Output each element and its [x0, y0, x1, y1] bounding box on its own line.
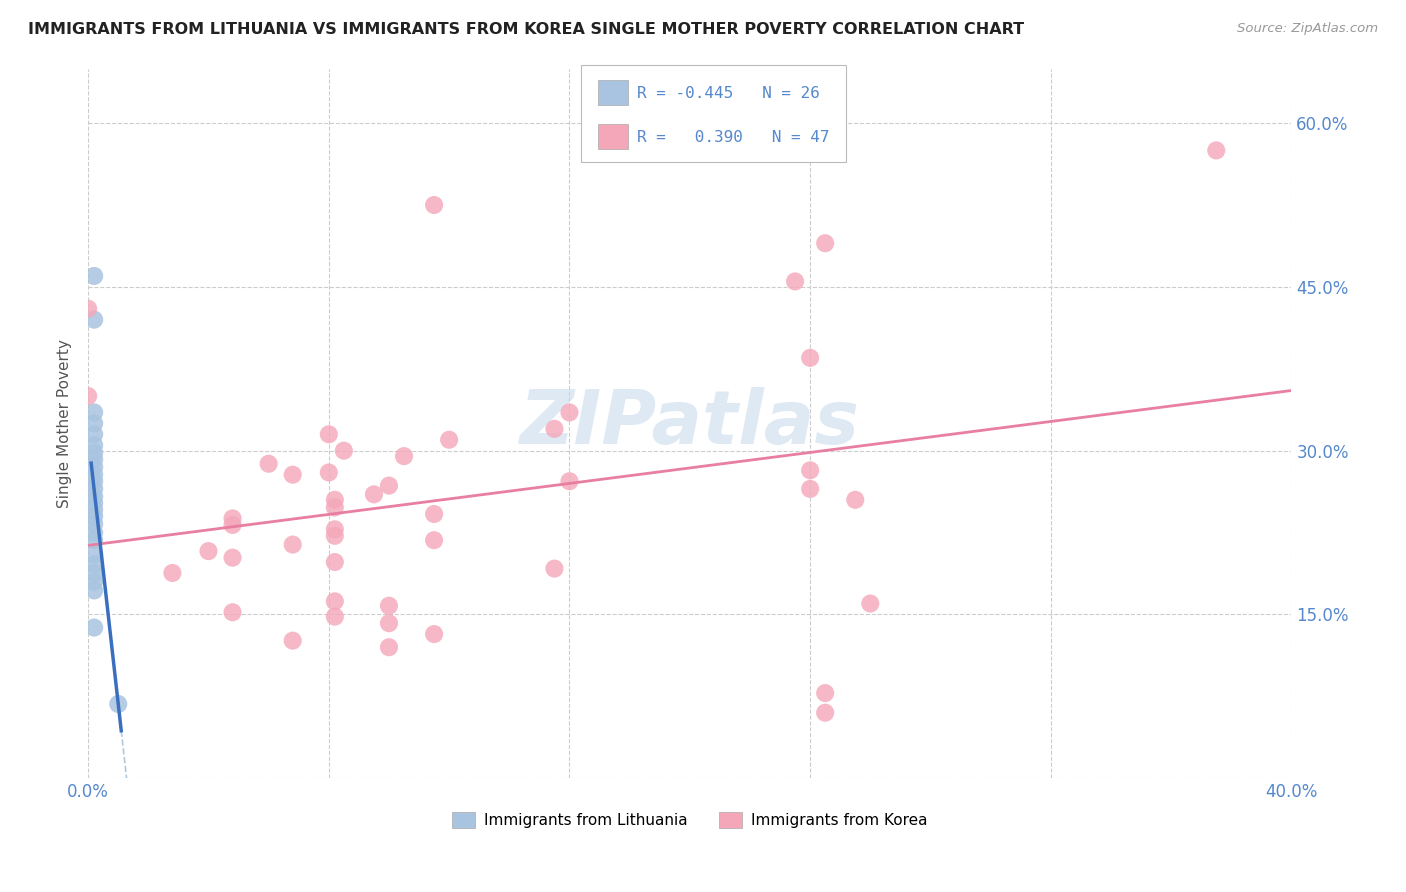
Point — [543, 561, 565, 575]
Point — [83, 574, 105, 589]
Point — [814, 236, 837, 251]
Point — [323, 492, 346, 507]
Point — [83, 621, 105, 635]
Point — [83, 475, 105, 489]
Point — [323, 594, 346, 608]
Point — [83, 312, 105, 326]
Point — [318, 466, 340, 480]
Point — [363, 487, 385, 501]
Point — [799, 463, 821, 477]
Point — [281, 538, 304, 552]
Point — [83, 482, 105, 496]
Point — [378, 616, 401, 631]
Point — [83, 496, 105, 510]
Point — [378, 599, 401, 613]
Point — [814, 686, 837, 700]
Point — [799, 351, 821, 365]
Point — [423, 533, 446, 548]
Point — [221, 511, 243, 525]
Point — [392, 449, 415, 463]
Point — [799, 482, 821, 496]
Point — [83, 427, 105, 442]
Text: Source: ZipAtlas.com: Source: ZipAtlas.com — [1237, 22, 1378, 36]
Y-axis label: Single Mother Poverty: Single Mother Poverty — [58, 339, 72, 508]
Text: R =   0.390   N = 47: R = 0.390 N = 47 — [637, 129, 830, 145]
Point — [378, 478, 401, 492]
Point — [77, 389, 100, 403]
Point — [844, 492, 866, 507]
Point — [83, 525, 105, 540]
Point — [83, 533, 105, 548]
Point — [323, 609, 346, 624]
Point — [162, 566, 184, 580]
Point — [543, 422, 565, 436]
Point — [83, 467, 105, 482]
Point — [257, 457, 280, 471]
Point — [323, 529, 346, 543]
Point — [83, 558, 105, 572]
Text: IMMIGRANTS FROM LITHUANIA VS IMMIGRANTS FROM KOREA SINGLE MOTHER POVERTY CORRELA: IMMIGRANTS FROM LITHUANIA VS IMMIGRANTS … — [28, 22, 1024, 37]
Point — [83, 405, 105, 419]
Point — [107, 697, 129, 711]
Point — [378, 640, 401, 655]
Point — [83, 452, 105, 467]
Point — [423, 507, 446, 521]
Point — [437, 433, 460, 447]
Point — [333, 443, 356, 458]
Point — [83, 446, 105, 460]
Point — [77, 301, 100, 316]
Point — [221, 550, 243, 565]
Point — [197, 544, 219, 558]
Point — [83, 502, 105, 516]
Point — [221, 517, 243, 532]
Point — [323, 500, 346, 515]
Point — [859, 597, 882, 611]
Point — [423, 627, 446, 641]
Point — [323, 522, 346, 536]
Point — [83, 509, 105, 524]
Point — [221, 605, 243, 619]
Point — [281, 633, 304, 648]
Point — [83, 548, 105, 562]
Point — [83, 516, 105, 531]
Point — [814, 706, 837, 720]
Point — [785, 275, 807, 289]
Point — [83, 417, 105, 431]
Point — [83, 490, 105, 504]
Point — [558, 475, 581, 489]
Point — [423, 198, 446, 212]
Point — [83, 460, 105, 475]
Text: R = -0.445   N = 26: R = -0.445 N = 26 — [637, 86, 820, 101]
Point — [558, 405, 581, 419]
Point — [83, 566, 105, 580]
Point — [83, 438, 105, 452]
Point — [323, 555, 346, 569]
Point — [318, 427, 340, 442]
Point — [1205, 144, 1227, 158]
Legend: Immigrants from Lithuania, Immigrants from Korea: Immigrants from Lithuania, Immigrants fr… — [446, 806, 934, 834]
Point — [83, 583, 105, 598]
Point — [281, 467, 304, 482]
Text: ZIPatlas: ZIPatlas — [520, 387, 860, 460]
Point — [83, 268, 105, 283]
